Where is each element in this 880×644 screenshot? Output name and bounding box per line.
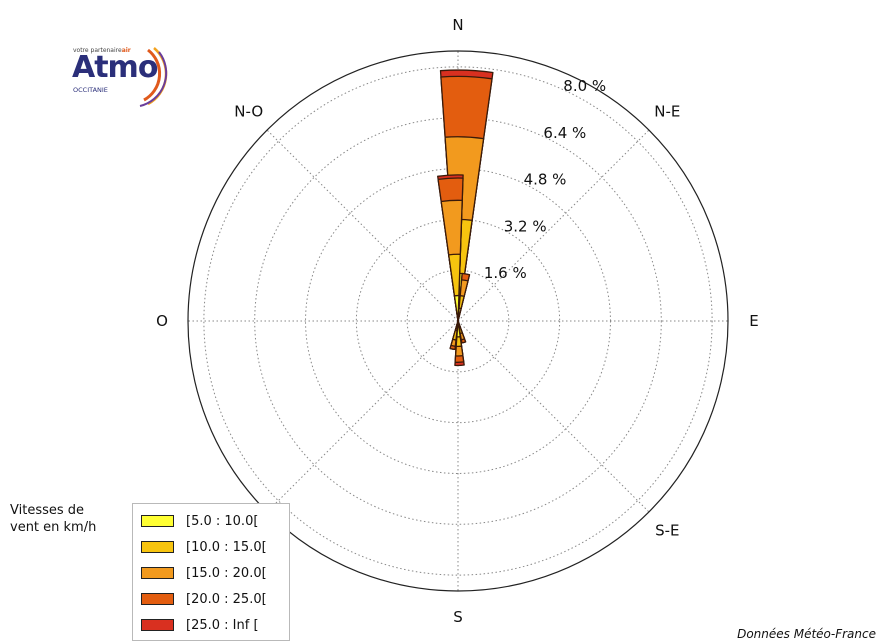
direction-label: N-E [654, 103, 680, 121]
radial-tick-label: 6.4 % [543, 124, 586, 142]
outer-ring [187, 50, 729, 592]
legend-item: [5.0 : 10.0[ [141, 511, 258, 531]
legend: [5.0 : 10.0[ [10.0 : 15.0[ [15.0 : 20.0[… [132, 503, 290, 641]
legend-label: [10.0 : 15.0[ [186, 539, 267, 555]
logo-arcs [139, 47, 168, 107]
legend-label: [20.0 : 25.0[ [186, 591, 267, 607]
data-source-credit: Données Météo-France [737, 627, 876, 641]
legend-item: [20.0 : 25.0[ [141, 589, 267, 609]
direction-spoke [266, 320, 459, 513]
radial-gridline [203, 66, 713, 576]
legend-item: [25.0 : Inf [ [141, 615, 259, 635]
direction-label: S-E [655, 521, 679, 539]
legend-swatch [141, 541, 174, 553]
logo-region: OCCITANIE [73, 86, 108, 94]
radial-tick-label: 8.0 % [563, 77, 606, 95]
radial-tick-label: 1.6 % [484, 264, 527, 282]
wind-petal [453, 294, 460, 322]
legend-title: Vitesses de vent en km/h [10, 503, 97, 535]
legend-swatch [141, 567, 174, 579]
wind-petal [457, 307, 462, 322]
atmo-occitanie-logo: votre partenaireair Atmo OCCITANIE [60, 40, 190, 110]
radial-tick-label: 4.8 % [524, 171, 567, 189]
logo-name: Atmo [72, 50, 158, 85]
direction-label: N-O [234, 103, 263, 121]
legend-label: [25.0 : Inf [ [186, 617, 259, 633]
legend-item: [10.0 : 15.0[ [141, 537, 267, 557]
direction-label: S [453, 608, 463, 626]
legend-label: [15.0 : 20.0[ [186, 565, 267, 581]
radial-gridline [406, 269, 510, 373]
direction-label: O [156, 312, 168, 330]
logo-tagline: votre partenaireair [73, 47, 131, 54]
direction-spoke [266, 129, 459, 322]
legend-label: [5.0 : 10.0[ [186, 513, 259, 529]
direction-spoke [457, 320, 650, 513]
wind-petal [454, 320, 459, 332]
legend-item: [15.0 : 20.0[ [141, 563, 267, 583]
radial-gridline [254, 117, 662, 525]
radial-tick-label: 3.2 % [504, 217, 547, 235]
radial-gridline [355, 218, 561, 424]
legend-swatch [141, 593, 174, 605]
wind-petal [457, 320, 461, 328]
direction-spoke [457, 129, 650, 322]
direction-label: E [749, 312, 758, 330]
direction-label: N [452, 16, 463, 34]
legend-swatch [141, 515, 174, 527]
legend-swatch [141, 619, 174, 631]
